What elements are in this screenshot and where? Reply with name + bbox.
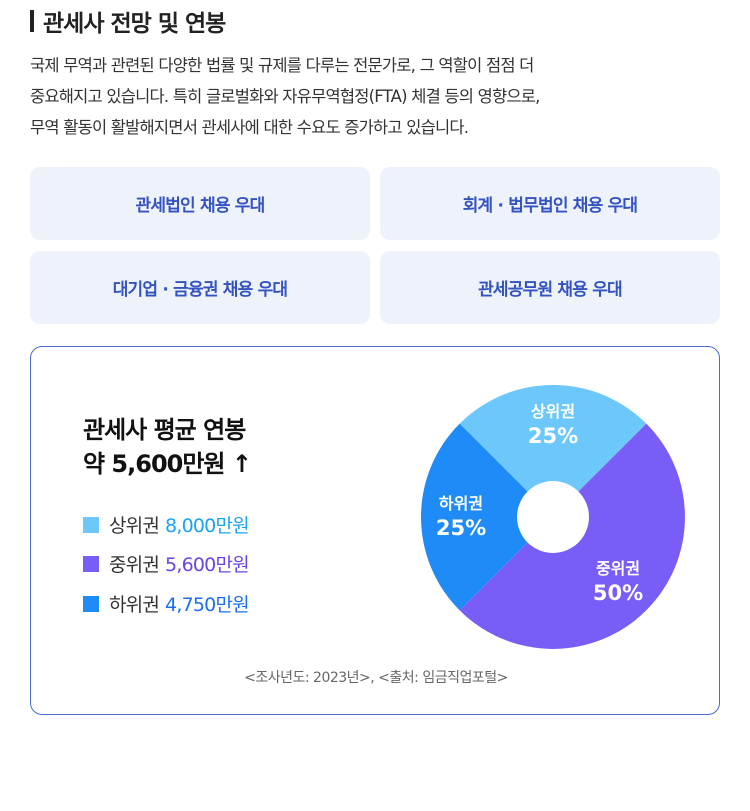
donut-chart: 상위권 25% 중위권 50% 하위권 25% (421, 385, 685, 649)
slice-label: 중위권 (596, 559, 640, 578)
description-line: 국제 무역과 관련된 다양한 법률 및 규제를 다루는 전문가로, 그 역할이 … (30, 56, 534, 75)
slice-value: 50% (593, 581, 643, 605)
slice-label: 상위권 (531, 402, 575, 421)
legend-swatch (83, 555, 99, 572)
slice-value: 25% (436, 516, 486, 540)
legend-value: 8,000만원 (165, 515, 250, 537)
legend-item-top: 상위권 8,000만원 (83, 511, 250, 538)
legend-label: 하위권 (109, 594, 160, 616)
salary-card: 관세사 평균 연봉 약 5,600만원 ↑ 상위권 8,000만원 중위권 5,60… (30, 346, 720, 715)
legend-label: 상위권 (109, 515, 160, 537)
donut-slice-하위권 (421, 423, 528, 611)
source-note: <조사년도: 2023년>, <출처: 임금직업포털> (244, 670, 508, 686)
donut-slice-중위권 (459, 423, 685, 649)
slice-value: 25% (528, 424, 578, 448)
legend-value: 5,600만원 (165, 554, 250, 576)
donut-slice-상위권 (459, 385, 647, 492)
benefit-customs-officer: 관세공무원 채용 우대 (380, 251, 720, 324)
section-title-text: 관세사 전망 및 연봉 (43, 11, 226, 37)
salary-heading: 관세사 평균 연봉 약 5,600만원 ↑ (83, 413, 252, 481)
section-title: 관세사 전망 및 연봉 (30, 4, 226, 38)
legend-item-bottom: 하위권 4,750만원 (83, 590, 250, 617)
description-line: 무역 활동이 활발해지면서 관세사에 대한 수요도 증가하고 있습니다. (30, 118, 469, 137)
description-line: 중요해지고 있습니다. 특히 글로벌화와 자유무역협정(FTA) 체결 등의 영… (30, 87, 540, 106)
legend-value: 4,750만원 (165, 594, 250, 616)
benefit-large-company: 대기업 · 금융권 채용 우대 (30, 251, 370, 324)
benefit-accounting-law-firm: 회계 · 법무법인 채용 우대 (380, 167, 720, 240)
legend-swatch (83, 595, 99, 612)
benefit-customs-firm: 관세법인 채용 우대 (30, 167, 370, 240)
salary-heading-text: 관세사 평균 연봉 (83, 416, 246, 444)
legend-label: 중위권 (109, 554, 160, 576)
salary-average: 약 5,600만원 ↑ (83, 450, 252, 478)
slice-label: 하위권 (439, 494, 483, 513)
legend-item-middle: 중위권 5,600만원 (83, 550, 250, 577)
title-bar (30, 10, 34, 32)
legend-swatch (83, 516, 99, 533)
description: 국제 무역과 관련된 다양한 법률 및 규제를 다루는 전문가로, 그 역할이 … (30, 50, 720, 143)
